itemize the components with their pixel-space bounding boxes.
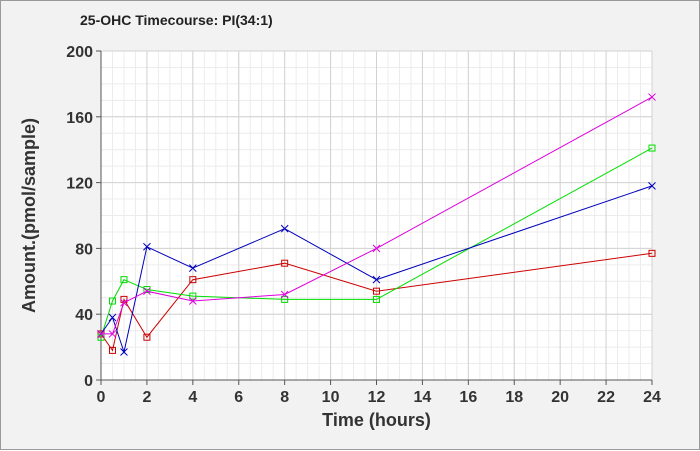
data-point-x — [143, 287, 151, 296]
series-line — [100, 147, 653, 338]
x-tick-label: 18 — [505, 389, 523, 406]
data-point-x — [648, 182, 656, 190]
data-point-x — [120, 298, 128, 307]
x-tick-label: 10 — [322, 389, 340, 406]
data-point-square — [648, 144, 656, 152]
data-point-x — [120, 348, 128, 356]
data-point-x — [108, 313, 117, 322]
x-tick-label: 12 — [368, 389, 386, 406]
data-point-square — [648, 249, 656, 257]
y-tick-label: 80 — [75, 241, 93, 258]
x-tick-label: 8 — [280, 389, 289, 406]
data-point-square — [108, 297, 116, 305]
y-tick-label: 200 — [66, 44, 93, 61]
data-point-x — [372, 275, 381, 284]
data-point-x — [648, 93, 656, 101]
y-tick-label: 40 — [75, 307, 93, 324]
data-point-x — [372, 244, 381, 253]
data-point-square — [281, 259, 289, 267]
data-point-x — [108, 330, 117, 338]
data-point-x — [143, 242, 151, 251]
data-point-square — [189, 292, 197, 300]
series-line — [101, 96, 653, 335]
data-point-square — [108, 346, 116, 354]
x-tick-label: 22 — [597, 389, 615, 406]
x-tick-label: 2 — [142, 389, 151, 406]
axes — [96, 50, 653, 385]
data-point-square — [373, 295, 380, 303]
series-4 — [97, 93, 656, 338]
data-point-x — [188, 297, 197, 305]
series-line — [100, 185, 653, 354]
data-point-x — [97, 330, 105, 338]
y-tick-label: 120 — [66, 176, 93, 193]
x-tick-label: 0 — [97, 389, 106, 406]
x-axis-label: Time (hours) — [322, 410, 431, 430]
chart-title: 25-OHC Timecourse: PI(34:1) — [80, 12, 273, 28]
x-tick-label: 4 — [188, 389, 197, 406]
data-point-square — [120, 276, 128, 284]
data-point-x — [188, 264, 197, 272]
y-tick-label: 0 — [84, 373, 93, 390]
series-2 — [97, 144, 656, 341]
data-point-square — [281, 295, 289, 303]
data-point-square — [373, 287, 380, 295]
x-tick-label: 20 — [551, 389, 569, 406]
x-tick-label: 24 — [643, 389, 661, 406]
y-axis-label: Amount.(pmol/sample) — [19, 118, 39, 313]
x-tick-label: 6 — [234, 389, 243, 406]
data-point-square — [143, 286, 151, 294]
y-tick-label: 160 — [66, 110, 93, 127]
grid-lines — [100, 50, 653, 381]
data-point-square — [189, 276, 197, 284]
data-point-x — [280, 224, 289, 233]
x-tick-label: 16 — [459, 389, 477, 406]
data-point-square — [143, 333, 151, 341]
data-point-x — [280, 290, 289, 299]
x-tick-label: 14 — [414, 389, 432, 406]
series-layer — [97, 93, 656, 356]
series-line — [100, 252, 653, 352]
